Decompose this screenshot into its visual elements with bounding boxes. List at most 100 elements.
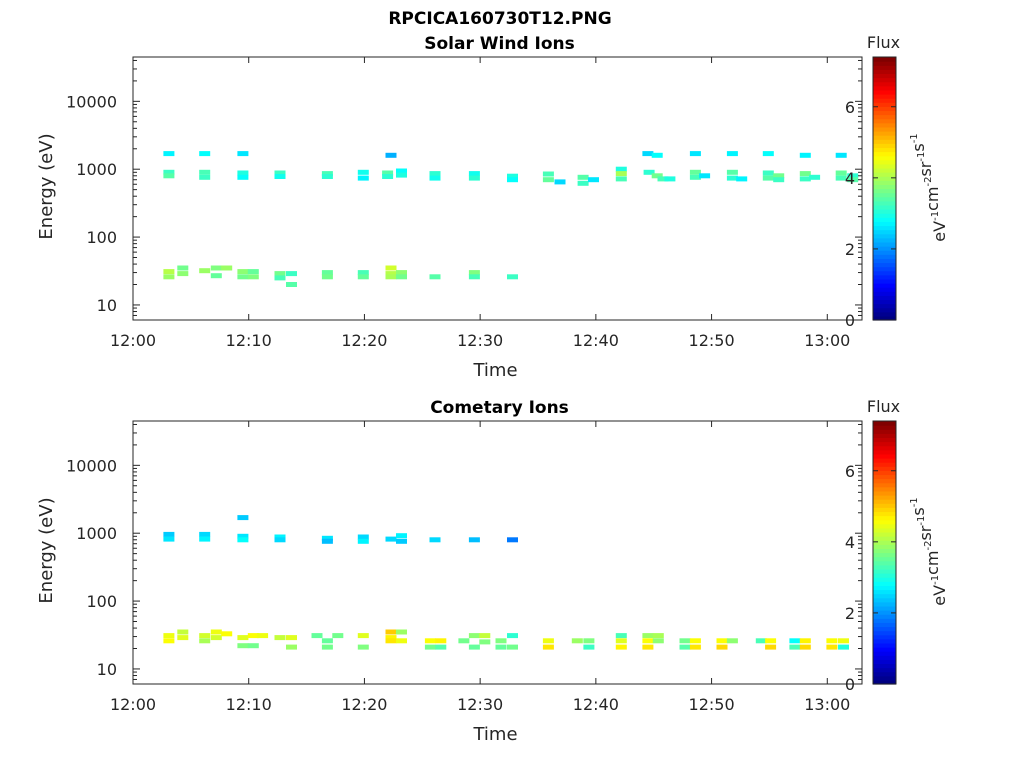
- data-pixel: [210, 629, 222, 635]
- x-tick-label: 12:30: [457, 695, 503, 714]
- colorbar-segment: [873, 283, 896, 288]
- data-pixel: [163, 633, 175, 639]
- data-pixel: [847, 173, 859, 179]
- colorbar-segment: [873, 114, 896, 120]
- data-pixel: [199, 268, 211, 274]
- data-pixel: [321, 270, 333, 276]
- colorbar-segment: [873, 311, 896, 317]
- colorbar-segment: [873, 544, 896, 549]
- data-pixel: [726, 638, 738, 644]
- data-pixel: [542, 638, 554, 644]
- data-pixel: [163, 173, 175, 179]
- data-pixel: [385, 638, 397, 644]
- data-pixel: [615, 171, 627, 177]
- data-pixel: [429, 537, 441, 543]
- data-pixel: [615, 644, 627, 650]
- panel-title: Cometary Ions: [430, 398, 569, 418]
- colorbar-unit-label: eV-1cm-2sr-1s-1: [909, 133, 949, 241]
- colorbar-segment: [873, 634, 896, 640]
- data-pixel: [765, 644, 777, 650]
- data-pixel: [274, 635, 286, 641]
- colorbar-tick-label: 4: [845, 533, 855, 552]
- colorbar-segment: [873, 254, 896, 259]
- colorbar-segment: [873, 172, 896, 177]
- x-tick-label: 12:40: [573, 331, 619, 350]
- data-pixel: [736, 176, 748, 182]
- data-pixel: [177, 271, 189, 277]
- data-pixel: [385, 152, 397, 158]
- colorbar-segment: [873, 474, 896, 480]
- colorbar-segment: [873, 531, 896, 537]
- colorbar-segment: [873, 246, 896, 251]
- plot-area: [133, 57, 862, 320]
- colorbar-segment: [873, 307, 896, 313]
- panel-title: Solar Wind Ions: [424, 34, 575, 54]
- colorbar-segment: [873, 237, 896, 243]
- data-pixel: [762, 175, 774, 181]
- data-pixel: [396, 629, 407, 635]
- colorbar-segment: [873, 250, 896, 255]
- data-pixel: [357, 644, 369, 650]
- data-pixel: [163, 536, 175, 542]
- colorbar-segment: [873, 196, 896, 202]
- data-pixel: [468, 537, 480, 543]
- data-pixel: [357, 538, 369, 544]
- colorbar-segment: [873, 81, 896, 87]
- data-pixel: [726, 175, 738, 181]
- colorbar-segment: [873, 295, 896, 301]
- colorbar-segment: [873, 618, 896, 623]
- data-pixel: [163, 151, 175, 157]
- data-pixel: [321, 538, 333, 544]
- data-pixel: [286, 644, 297, 650]
- data-pixel: [382, 170, 394, 176]
- data-pixel: [826, 638, 838, 644]
- data-pixel: [577, 174, 589, 180]
- colorbar-segment: [873, 274, 896, 280]
- data-pixel: [237, 533, 249, 539]
- data-pixel: [177, 265, 189, 271]
- data-pixel: [799, 638, 811, 644]
- data-pixel: [615, 638, 627, 644]
- colorbar-segment: [873, 57, 896, 62]
- data-pixel: [274, 275, 286, 281]
- colorbar-segment: [873, 449, 896, 455]
- data-pixel: [762, 170, 774, 176]
- colorbar-title: Flux: [867, 397, 900, 416]
- data-pixel: [679, 638, 691, 644]
- colorbar-segment: [873, 106, 896, 112]
- data-pixel: [385, 536, 397, 542]
- colorbar-segment: [873, 122, 896, 128]
- data-pixel: [773, 173, 785, 179]
- colorbar-segment: [873, 258, 896, 264]
- colorbar-segment: [873, 651, 896, 656]
- colorbar-segment: [873, 457, 896, 463]
- data-pixel: [468, 644, 480, 650]
- colorbar-segment: [873, 622, 896, 628]
- data-pixel: [689, 174, 701, 180]
- colorbar-segment: [873, 126, 896, 132]
- colorbar-unit-label: eV-1cm-2sr-1s-1: [909, 497, 949, 605]
- data-pixel: [424, 644, 436, 650]
- data-pixel: [396, 638, 407, 644]
- colorbar-segment: [873, 287, 896, 292]
- colorbar-segment: [873, 65, 896, 70]
- data-pixel: [615, 176, 627, 182]
- data-pixel: [643, 169, 655, 175]
- data-pixel: [765, 638, 777, 644]
- data-pixel: [507, 644, 518, 650]
- colorbar-segment: [873, 655, 896, 660]
- y-tick-label: 1000: [76, 160, 117, 179]
- colorbar-segment: [873, 486, 896, 492]
- data-pixel: [847, 177, 859, 183]
- data-pixel: [468, 270, 480, 276]
- data-pixel: [396, 538, 407, 544]
- plot-frame: [132, 420, 863, 685]
- colorbar-segment: [873, 511, 896, 517]
- data-pixel: [726, 169, 738, 175]
- colorbar-segment: [873, 262, 896, 268]
- data-pixel: [642, 644, 654, 650]
- data-pixel: [247, 633, 259, 639]
- x-tick-label: 12:20: [341, 695, 387, 714]
- colorbar-segment: [873, 445, 896, 451]
- colorbar-segment: [873, 577, 896, 582]
